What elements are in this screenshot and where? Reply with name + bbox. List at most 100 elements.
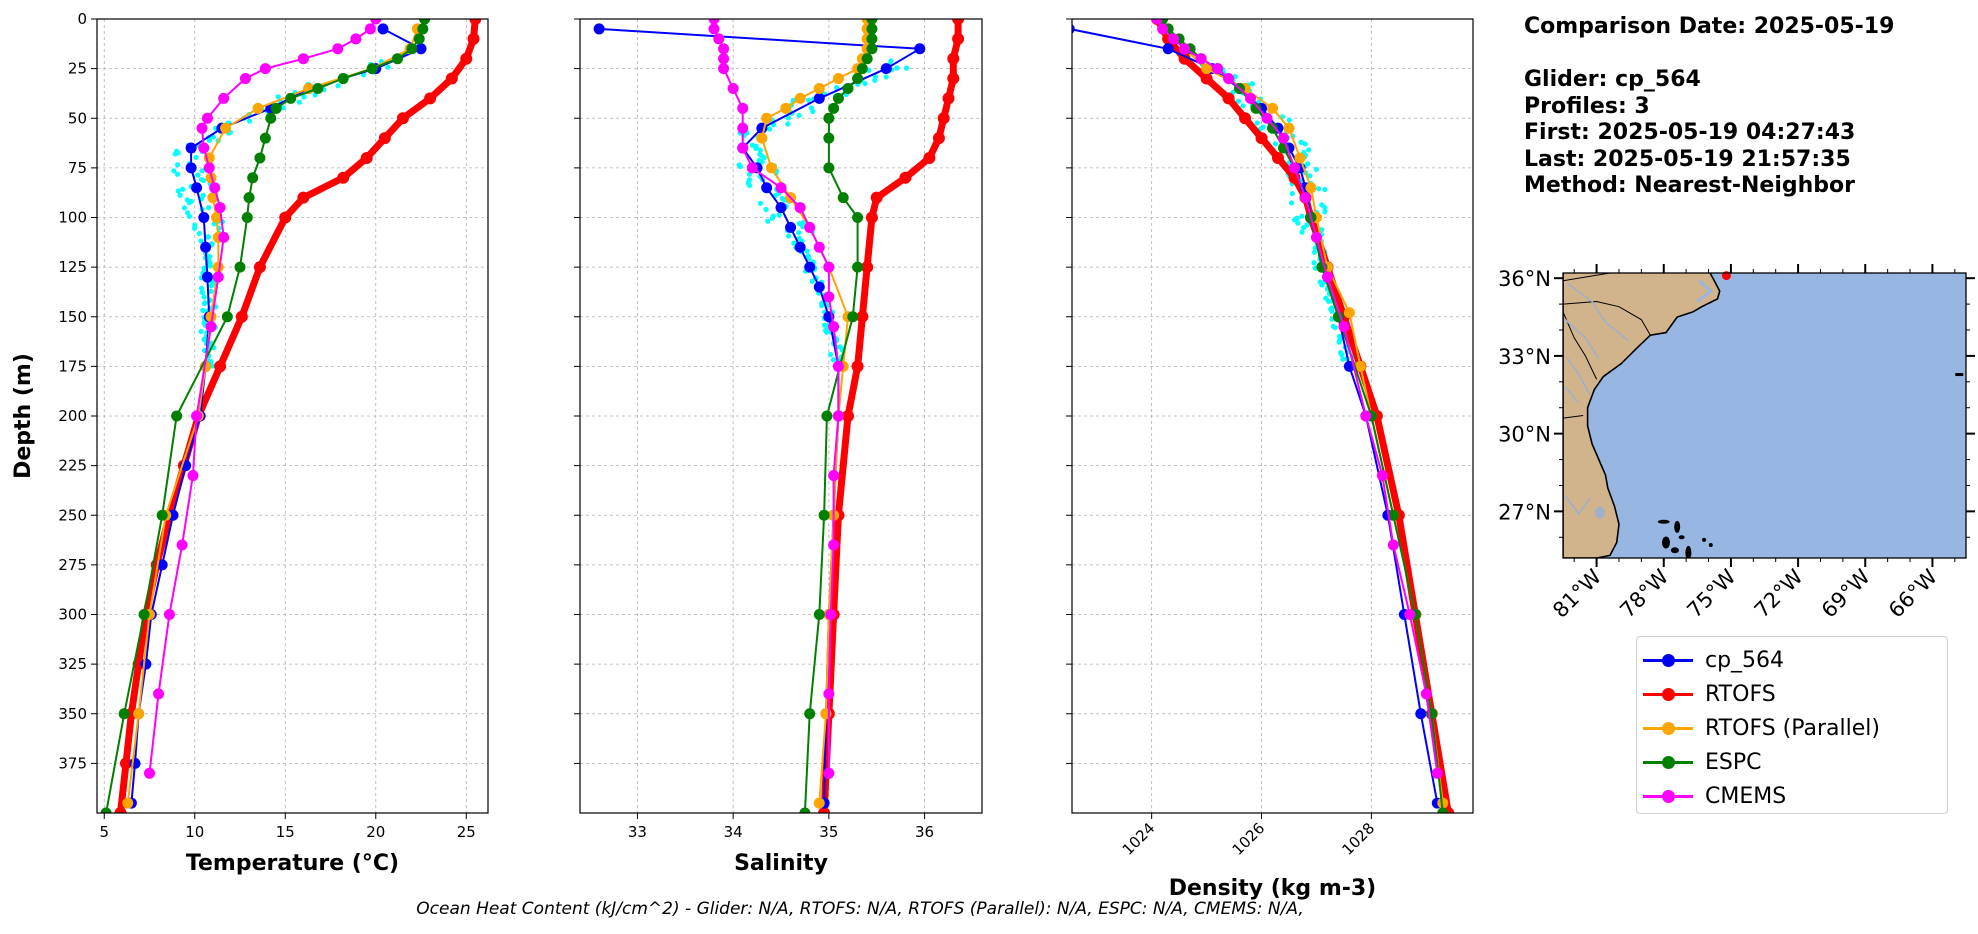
raw-glider-point <box>174 171 181 177</box>
series-point-espc <box>413 33 425 45</box>
glider-name: Glider: cp_564 <box>1524 67 1701 92</box>
legend-item: RTOFS <box>1637 679 1776 709</box>
series-point-espc <box>285 92 297 104</box>
raw-glider-point <box>191 225 198 231</box>
series-point-cmems <box>143 767 155 779</box>
island <box>1955 373 1964 377</box>
legend-marker <box>1662 653 1675 667</box>
series-point-espc <box>270 102 282 114</box>
raw-glider-point <box>1306 147 1312 153</box>
series-point-rtofs-parallel- <box>1283 122 1295 134</box>
series-point-espc <box>171 410 183 422</box>
series-point-cp-564 <box>1072 24 1075 34</box>
series-point-rtofs <box>360 151 373 164</box>
series-point-espc <box>866 33 878 45</box>
series-point-cp-564 <box>593 23 605 35</box>
raw-glider-point <box>1240 103 1246 109</box>
y-tick-label: 275 <box>58 556 87 574</box>
island <box>1708 543 1713 548</box>
x-tick-label: 35 <box>819 823 838 841</box>
raw-glider-point <box>1329 308 1335 314</box>
raw-glider-point <box>1295 220 1301 226</box>
raw-glider-point <box>1302 141 1308 147</box>
raw-glider-point <box>1300 225 1307 231</box>
series-point-rtofs <box>1200 72 1213 85</box>
series-point-rtofs <box>424 92 437 105</box>
legend-label: cp_564 <box>1705 647 1785 673</box>
series-point-cmems <box>1299 192 1311 204</box>
series-point-espc <box>832 92 844 104</box>
x-tick-label: 34 <box>724 823 743 841</box>
series-point-rtofs <box>1255 132 1268 145</box>
map-frame <box>1562 272 1967 559</box>
series-point-cmems <box>198 142 210 154</box>
raw-glider-point <box>199 168 205 174</box>
series-point-espc <box>828 102 840 114</box>
series-point-cmems <box>1151 19 1163 25</box>
plot-area <box>593 19 965 813</box>
land <box>1563 273 1721 558</box>
raw-glider-point <box>786 233 792 239</box>
series-point-espc <box>1267 122 1278 134</box>
series-point-espc <box>391 53 403 65</box>
raw-glider-point <box>1254 120 1260 126</box>
raw-glider-point <box>177 192 183 198</box>
series-point-rtofs-parallel- <box>1343 307 1355 319</box>
raw-glider-point <box>894 65 900 71</box>
x-axis-label: Density (kg m-3) <box>1169 876 1377 901</box>
state-border <box>1563 311 1598 380</box>
raw-glider-point <box>193 154 199 160</box>
series-point-espc <box>138 609 150 620</box>
y-tick-label: 350 <box>58 705 87 723</box>
series-point-cp-564 <box>1415 708 1427 720</box>
series-point-rtofs <box>932 132 945 145</box>
raw-glider-point <box>1339 352 1345 358</box>
raw-glider-point <box>1322 209 1328 215</box>
legend-swatch <box>1643 755 1693 769</box>
series-point-espc <box>847 311 859 323</box>
series-point-rtofs-parallel- <box>765 162 777 174</box>
state-border <box>1563 273 1614 282</box>
first-time: First: 2025-05-19 04:27:43 <box>1524 120 1856 145</box>
series-point-cmems <box>1261 112 1273 124</box>
raw-glider-point <box>1299 229 1305 235</box>
raw-glider-point <box>805 97 812 103</box>
island <box>1685 545 1692 558</box>
series-point-rtofs-parallel- <box>813 797 825 809</box>
map-lon-label: 69°W <box>1817 564 1875 622</box>
series-point-espc <box>1387 509 1399 521</box>
raw-glider-point <box>186 213 193 219</box>
series-point-rtofs-parallel- <box>780 102 792 114</box>
series-point-cmems <box>163 609 175 620</box>
series-point-espc <box>265 112 277 124</box>
raw-glider-point <box>385 64 391 70</box>
series-point-espc <box>366 63 378 75</box>
series-point-cmems <box>828 470 840 482</box>
series-point-rtofs <box>842 410 854 422</box>
raw-glider-point <box>1311 249 1318 255</box>
raw-glider-point <box>199 289 205 295</box>
raw-glider-point <box>174 162 181 168</box>
series-point-cmems <box>239 73 251 85</box>
y-tick-label: 375 <box>58 754 87 772</box>
info-block: Comparison Date: 2025-05-19 Glider: cp_56… <box>1524 14 1894 200</box>
raw-glider-point <box>810 108 816 115</box>
series-point-cp-564 <box>813 92 825 104</box>
raw-glider-point <box>202 300 208 306</box>
series-point-espc <box>866 19 878 25</box>
raw-glider-point <box>196 230 202 237</box>
raw-glider-point <box>1260 124 1266 130</box>
series-point-espc <box>818 509 830 521</box>
series-point-espc <box>312 82 324 94</box>
raw-glider-point <box>335 83 341 89</box>
raw-glider-point <box>785 121 791 127</box>
legend-swatch <box>1643 789 1693 803</box>
series-point-cmems <box>832 360 844 372</box>
map-lon-label: 66°W <box>1884 564 1942 622</box>
series-point-cp-564 <box>185 142 197 154</box>
plot-area <box>100 19 482 813</box>
y-tick-label: 250 <box>58 506 87 524</box>
series-point-cp-564 <box>914 43 926 55</box>
legend-item: RTOFS (Parallel) <box>1637 713 1880 743</box>
